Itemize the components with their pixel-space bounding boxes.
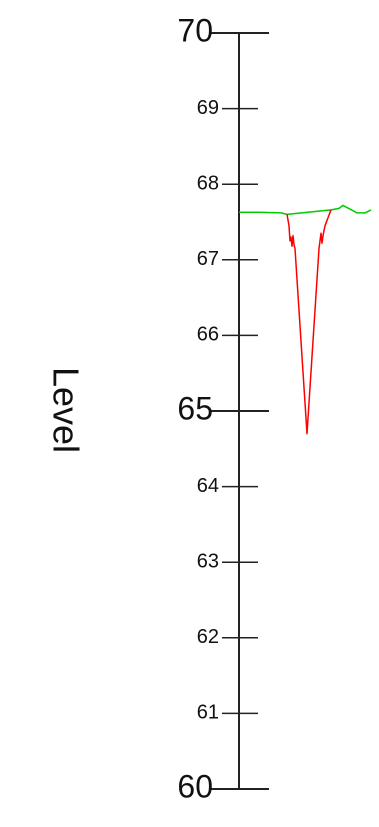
y-axis-ticks: 60 61 62 63 64 65 66 67 68 69 70 (177, 12, 269, 804)
y-tick-label: 68 (197, 172, 219, 194)
y-tick-label: 62 (197, 626, 219, 648)
series-line (239, 204, 372, 216)
y-tick-label: 61 (197, 702, 219, 724)
y-tick-label: 70 (177, 12, 213, 48)
y-tick-label: 64 (197, 475, 219, 497)
y-tick-label: 63 (197, 550, 219, 572)
plot-area (239, 204, 372, 435)
series-line (286, 209, 332, 435)
y-tick-label: 69 (197, 97, 219, 119)
y-tick-label: 67 (197, 248, 219, 270)
y-tick-label: 66 (197, 324, 219, 346)
y-axis-title: Level (45, 367, 86, 453)
y-tick-label: 65 (177, 390, 213, 426)
y-tick-label: 60 (177, 768, 213, 804)
